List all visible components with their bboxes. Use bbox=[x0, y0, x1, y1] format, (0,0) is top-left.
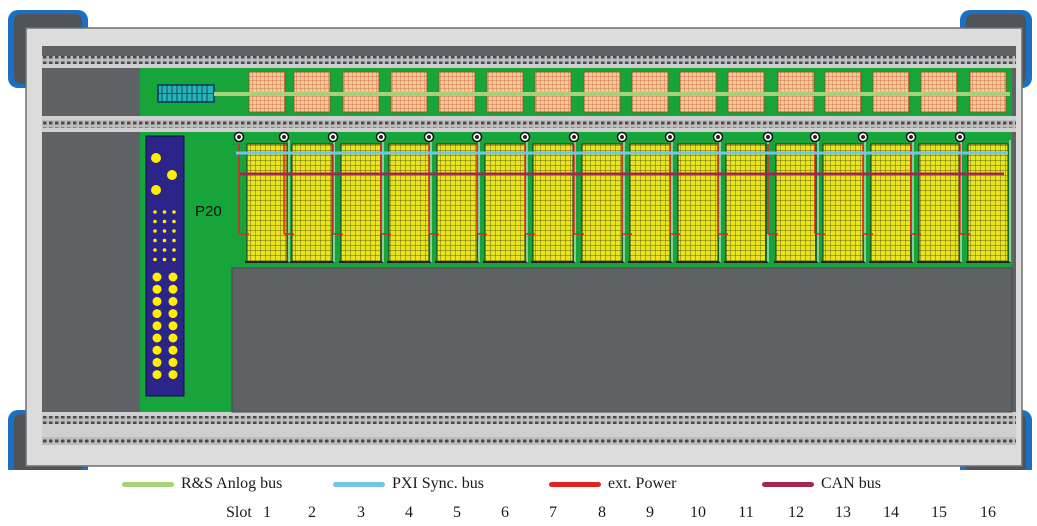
slot-number: 14 bbox=[883, 504, 899, 521]
slot-number: 3 bbox=[357, 504, 365, 521]
slot-connector-7 bbox=[519, 131, 576, 263]
empty-bay bbox=[231, 267, 1013, 413]
slot-number: 10 bbox=[690, 504, 706, 521]
slot-connector-1 bbox=[233, 131, 290, 263]
slot-number: 15 bbox=[931, 504, 947, 521]
legend-swatch bbox=[333, 481, 385, 487]
legend-label: ext. Power bbox=[608, 475, 677, 492]
slot-number: 6 bbox=[501, 504, 509, 521]
legend-swatch bbox=[122, 481, 174, 487]
slot-connectors bbox=[233, 131, 1011, 263]
slot-connector-2 bbox=[278, 131, 335, 263]
slot-number: 11 bbox=[738, 504, 754, 521]
slot-number: 2 bbox=[308, 504, 316, 521]
slot-connector-9 bbox=[616, 131, 673, 263]
slot-number: 9 bbox=[646, 504, 654, 521]
p20-label: P20 bbox=[195, 203, 222, 220]
slot-number: 13 bbox=[835, 504, 851, 521]
slot-connector-12 bbox=[762, 131, 819, 263]
legend-item-ext-power: ext. Power bbox=[549, 472, 676, 496]
slot-connector-15 bbox=[905, 131, 962, 263]
analog-bus-connector bbox=[157, 84, 215, 103]
slot-number: 8 bbox=[598, 504, 606, 521]
middle-rail bbox=[42, 120, 1016, 128]
slot-connector-14 bbox=[857, 131, 914, 263]
slot-number: 7 bbox=[549, 504, 557, 521]
slot-row-label: Slot bbox=[226, 504, 252, 521]
slot-number-row: Slot 1 2 3 4 5 6 7 8 9 10 11 12 13 14 15 16 bbox=[0, 504, 1037, 526]
legend-item-analog-bus: R&S Anlog bus bbox=[122, 472, 282, 496]
p20-connector bbox=[145, 135, 185, 397]
legend-label: CAN bus bbox=[821, 475, 882, 492]
slot-connector-10 bbox=[664, 131, 721, 263]
legend-label: R&S Anlog bus bbox=[181, 475, 283, 492]
backplane-board: P20 bbox=[8, 10, 1032, 470]
slot-connector-4 bbox=[375, 131, 432, 263]
slot-number: 4 bbox=[405, 504, 413, 521]
slot-connector-6 bbox=[471, 131, 528, 263]
bottom-rail-2 bbox=[42, 437, 1016, 445]
bottom-rail-1 bbox=[42, 416, 1016, 424]
legend-swatch bbox=[762, 481, 814, 487]
top-rail bbox=[42, 56, 1016, 64]
legend-item-pxi-sync-bus: PXI Sync. bus bbox=[333, 472, 484, 496]
legend-item-can-bus: CAN bus bbox=[762, 472, 881, 496]
legend-swatch bbox=[549, 481, 601, 487]
slot-connector-5 bbox=[423, 131, 480, 263]
slot-number: 1 bbox=[263, 504, 271, 521]
slot-connector-13 bbox=[809, 131, 866, 263]
slot-connector-16 bbox=[954, 131, 1011, 263]
legend-label: PXI Sync. bus bbox=[392, 475, 485, 492]
slot-number: 16 bbox=[980, 504, 996, 521]
legend: R&S Anlog bus PXI Sync. bus ext. Power C… bbox=[0, 472, 1037, 496]
slot-number: 5 bbox=[453, 504, 461, 521]
slot-number: 12 bbox=[788, 504, 804, 521]
